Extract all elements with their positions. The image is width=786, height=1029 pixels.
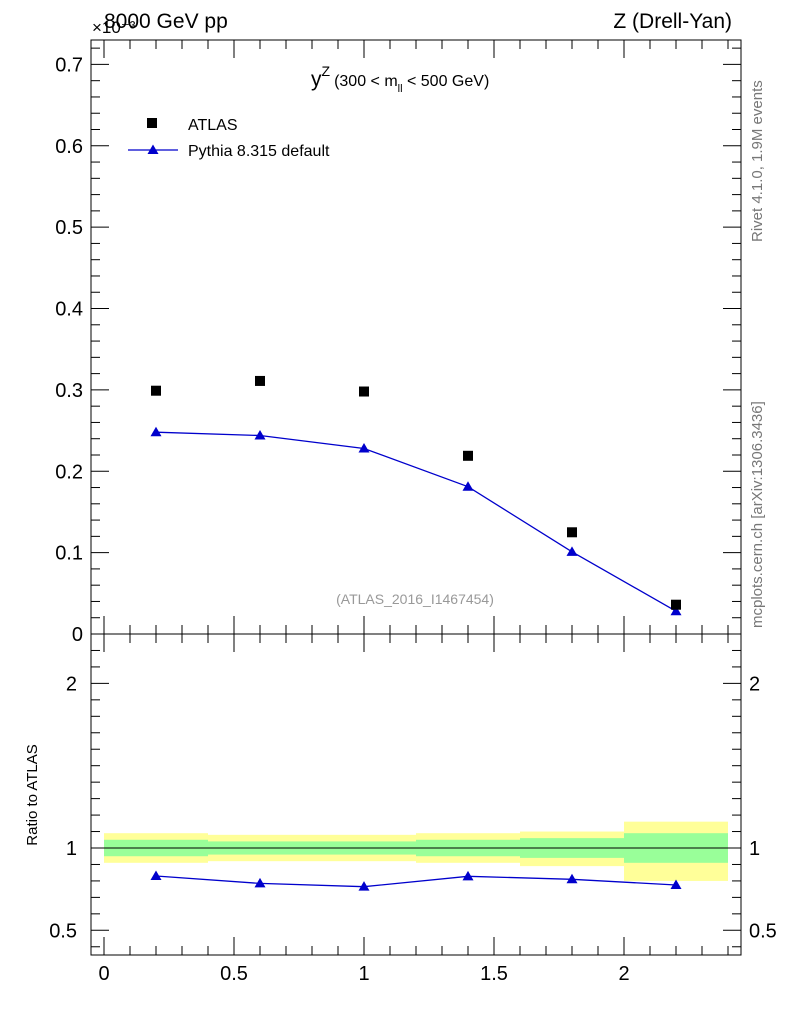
main-ytick-labels: 0.1 0.2 0.3 0.4 0.5 0.6 0.7 0	[55, 54, 83, 646]
legend-pythia-marker	[147, 144, 159, 154]
title-range-post: < 500 GeV)	[403, 73, 490, 90]
main-ytick-label: 0.3	[55, 380, 83, 402]
ratio-point	[150, 870, 162, 880]
pythia-point	[254, 429, 266, 440]
pythia-point	[670, 605, 682, 616]
pythia-point	[462, 481, 474, 491]
ratio-ytick-label-right: 0.5	[749, 920, 777, 942]
main-axis-ticks	[91, 40, 741, 635]
pythia-point	[358, 442, 370, 453]
ratio-ytick-label-left: 2	[66, 673, 77, 695]
title-main: y	[311, 68, 322, 91]
ratio-ytick-label-left: 1	[66, 838, 77, 860]
legend: ATLAS Pythia 8.315 default	[128, 117, 330, 160]
ratio-point	[462, 870, 474, 881]
ratio-axis-ticks	[91, 634, 741, 955]
legend-atlas-marker	[147, 118, 157, 128]
ratio-series	[150, 870, 682, 891]
ratio-bands	[104, 821, 728, 881]
xtick-labels: 0 0.5 1 1.5 2	[98, 963, 629, 985]
plot-title: yZ(300 < mll < 500 GeV)	[311, 63, 489, 95]
xtick-label: 1	[358, 963, 369, 985]
atlas-point	[567, 527, 577, 538]
atlas-point	[359, 386, 369, 397]
main-ytick-label-zero: 0	[72, 624, 83, 646]
xtick-label: 1.5	[480, 963, 508, 985]
ratio-ytick-labels: 0.5 0.5 1 1 2 2	[49, 673, 777, 942]
header-left: 8000 GeV pp	[104, 10, 228, 33]
title-range-pre: (300 < m	[334, 73, 398, 90]
ratio-ytick-label-right: 2	[749, 673, 760, 695]
xtick-label: 0.5	[220, 963, 248, 985]
title-range-sub: ll	[398, 83, 403, 95]
pythia-line	[155, 431, 677, 612]
main-panel: 0.1 0.2 0.3 0.4 0.5 0.6 0.7 0 yZ(300 < mll < 50…	[55, 39, 742, 646]
header-right: Z (Drell-Yan)	[613, 10, 732, 33]
mcplots-label: mcplots.cern.ch [arXiv:1306.3436]	[749, 401, 766, 628]
ratio-ytick-label-right: 1	[749, 838, 760, 860]
main-ytick-label: 0.2	[55, 461, 83, 483]
pythia-point	[566, 546, 578, 556]
pythia-point	[150, 426, 162, 437]
ratio-point	[358, 881, 370, 891]
atlas-point	[463, 450, 473, 461]
ratio-point	[566, 873, 578, 884]
main-ytick-label: 0.6	[55, 136, 83, 158]
title-sup: Z	[322, 63, 331, 79]
ratio-frame	[90, 633, 742, 956]
xtick-label: 2	[618, 963, 629, 985]
main-ytick-label: 0.7	[55, 54, 83, 76]
main-ytick-label: 0.5	[55, 217, 83, 239]
atlas-point	[255, 375, 265, 386]
ratio-ytick-label-left: 0.5	[49, 920, 77, 942]
ratio-panel: 0.5 0.5 1 1 2 2 0 0.5 1 1.5 2 Ratio to ATLAS	[24, 633, 777, 985]
exponent-label: ×10⁻³	[92, 18, 136, 37]
atlas-point	[151, 385, 161, 396]
xtick-label: 0	[98, 963, 109, 985]
legend-pythia-label: Pythia 8.315 default	[188, 143, 330, 160]
main-ytick-label: 0.1	[55, 543, 83, 565]
analysis-watermark: (ATLAS_2016_I1467454)	[336, 591, 494, 607]
main-ytick-label: 0.4	[55, 299, 83, 321]
rivet-label: Rivet 4.1.0, 1.9M events	[749, 80, 766, 242]
main-series	[150, 375, 682, 616]
legend-atlas-label: ATLAS	[188, 117, 238, 134]
atlas-point	[671, 599, 681, 610]
ratio-point	[670, 879, 682, 890]
ratio-line	[155, 875, 677, 888]
ratio-point	[254, 877, 266, 888]
ratio-ylabel: Ratio to ATLAS	[24, 744, 41, 845]
